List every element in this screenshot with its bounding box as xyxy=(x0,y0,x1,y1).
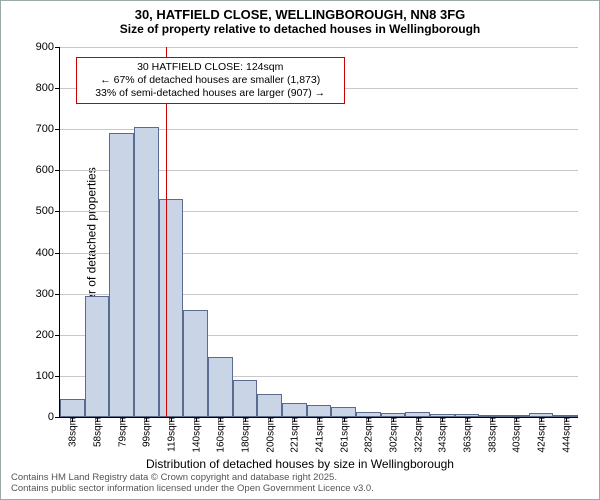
plot-area: 010020030040050060070080090038sqm58sqm79… xyxy=(59,47,578,418)
y-tick-label: 200 xyxy=(36,329,60,341)
histogram-bar xyxy=(282,403,307,417)
y-tick-label: 100 xyxy=(36,370,60,382)
x-tick-label: 444sqm xyxy=(559,417,572,453)
y-tick-label: 400 xyxy=(36,247,60,259)
histogram-bar xyxy=(307,405,332,417)
footer: Contains HM Land Registry data © Crown c… xyxy=(11,473,374,495)
x-tick-label: 363sqm xyxy=(461,417,474,453)
x-tick-label: 261sqm xyxy=(337,417,350,453)
y-tick-label: 500 xyxy=(36,205,60,217)
x-tick-label: 160sqm xyxy=(214,417,227,453)
histogram-bar xyxy=(134,127,159,417)
chart-subtitle: Size of property relative to detached ho… xyxy=(1,22,599,36)
x-tick-label: 221sqm xyxy=(288,417,301,453)
x-tick-label: 282sqm xyxy=(362,417,375,453)
histogram-bar xyxy=(331,407,356,417)
title-block: 30, HATFIELD CLOSE, WELLINGBOROUGH, NN8 … xyxy=(1,1,599,36)
histogram-bar xyxy=(257,394,282,417)
y-tick-label: 300 xyxy=(36,288,60,300)
y-tick-label: 800 xyxy=(36,82,60,94)
x-tick-label: 119sqm xyxy=(165,417,178,452)
histogram-bar xyxy=(109,133,134,417)
x-tick-label: 383sqm xyxy=(485,417,498,453)
histogram-bar xyxy=(233,380,258,417)
grid-line xyxy=(60,47,578,48)
x-tick-label: 180sqm xyxy=(239,417,252,453)
x-tick-label: 424sqm xyxy=(535,417,548,453)
y-tick-label: 0 xyxy=(48,411,60,423)
callout-box: 30 HATFIELD CLOSE: 124sqm ← 67% of detac… xyxy=(76,57,345,104)
callout-line3: 33% of semi-detached houses are larger (… xyxy=(83,87,338,100)
x-tick-label: 140sqm xyxy=(189,417,202,453)
footer-line2: Contains public sector information licen… xyxy=(11,484,374,495)
histogram-bar xyxy=(60,399,85,418)
x-tick-label: 79sqm xyxy=(115,417,128,447)
x-tick-label: 322sqm xyxy=(411,417,424,453)
y-tick-label: 700 xyxy=(36,123,60,135)
histogram-bar xyxy=(183,310,208,417)
chart-container: 30, HATFIELD CLOSE, WELLINGBOROUGH, NN8 … xyxy=(0,0,600,500)
histogram-bar xyxy=(159,199,184,417)
histogram-bar xyxy=(208,357,233,417)
x-tick-label: 38sqm xyxy=(66,417,79,447)
histogram-bar xyxy=(85,296,110,417)
chart-title: 30, HATFIELD CLOSE, WELLINGBOROUGH, NN8 … xyxy=(1,7,599,22)
callout-line1: 30 HATFIELD CLOSE: 124sqm xyxy=(83,61,338,74)
x-tick-label: 58sqm xyxy=(91,417,104,447)
y-tick-label: 600 xyxy=(36,164,60,176)
x-axis-label: Distribution of detached houses by size … xyxy=(1,457,599,471)
callout-line2: ← 67% of detached houses are smaller (1,… xyxy=(83,74,338,87)
x-tick-label: 302sqm xyxy=(387,417,400,453)
x-tick-label: 99sqm xyxy=(140,417,153,447)
x-tick-label: 200sqm xyxy=(263,417,276,453)
x-tick-label: 343sqm xyxy=(436,417,449,453)
x-tick-label: 241sqm xyxy=(313,417,326,453)
x-tick-label: 403sqm xyxy=(510,417,523,453)
y-tick-label: 900 xyxy=(36,41,60,53)
